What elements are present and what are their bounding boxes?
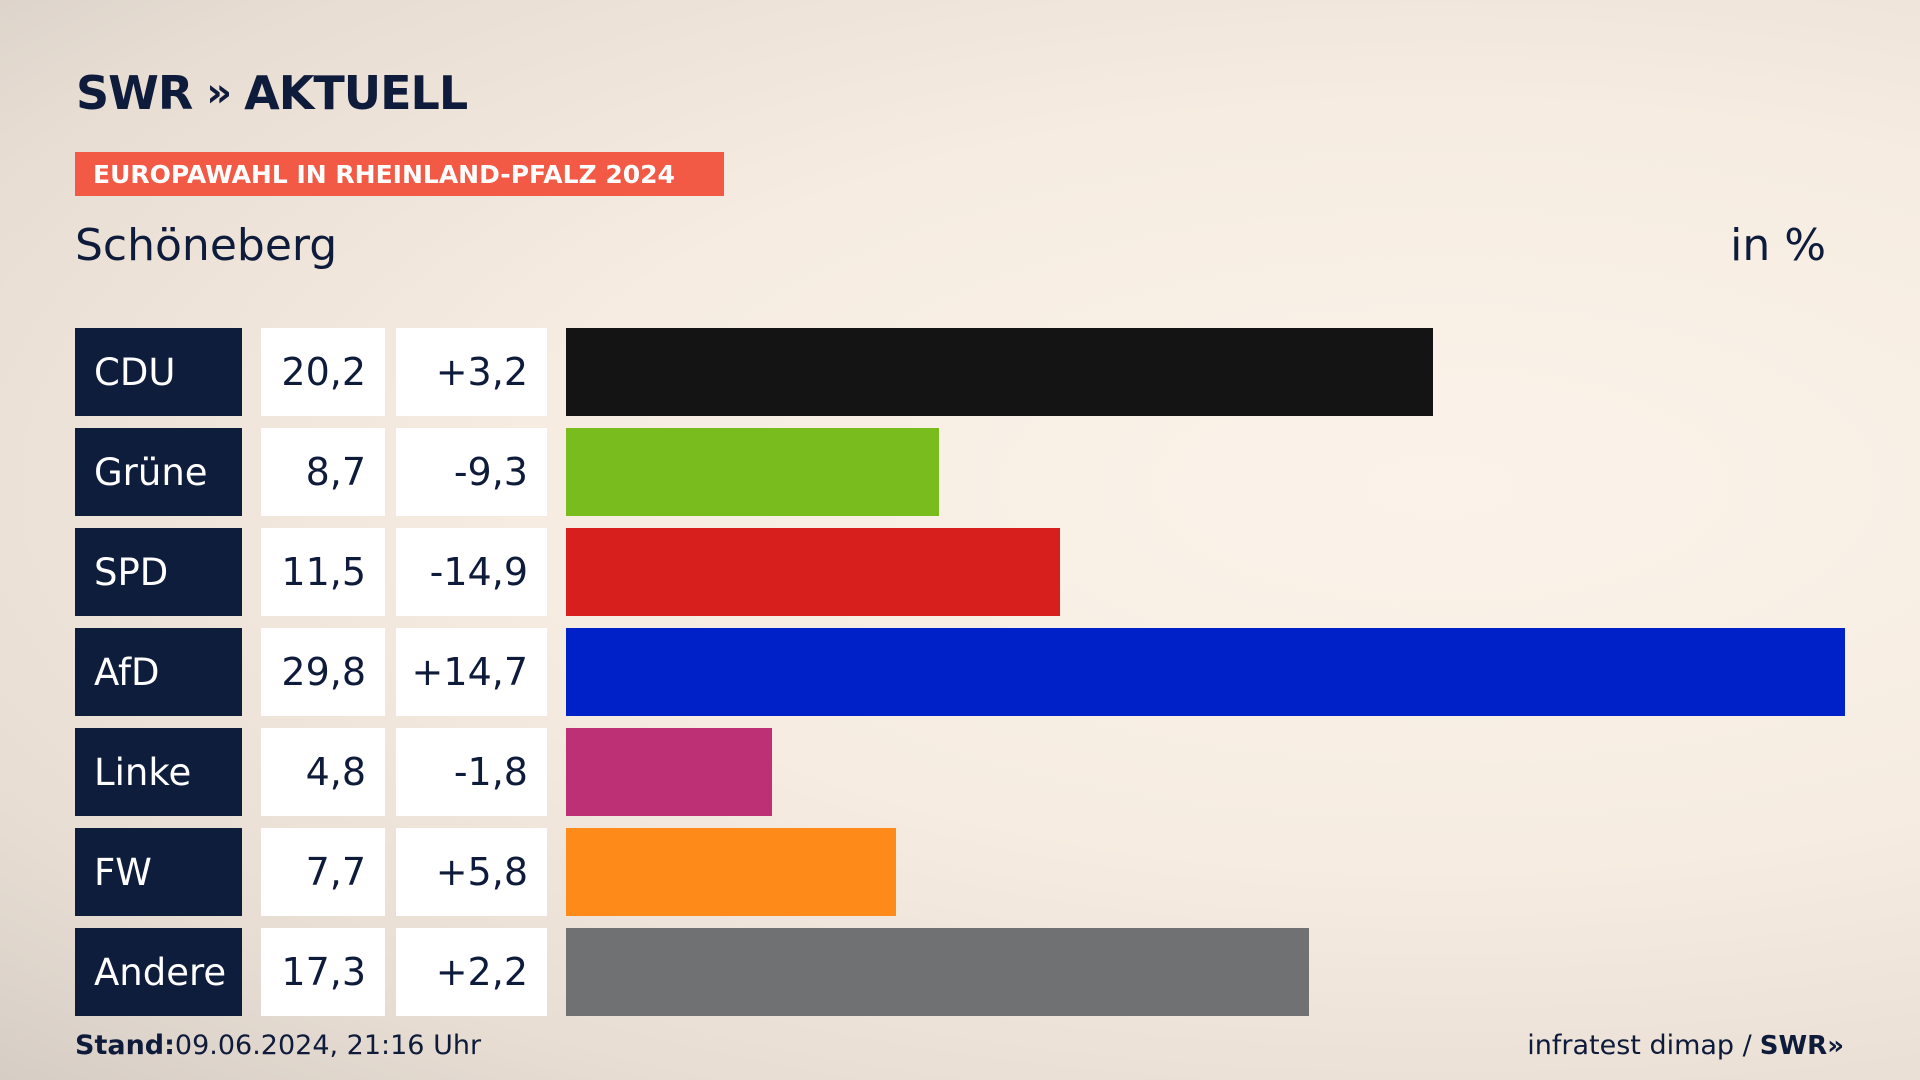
stand-value: 09.06.2024, 21:16 Uhr xyxy=(174,1030,482,1061)
source-credit: infratest dimap / SWR» xyxy=(1527,1030,1844,1061)
vote-share-label: 17,3 xyxy=(261,928,385,1016)
result-row: FW 7,7 +5,8 xyxy=(75,828,1845,916)
result-bar xyxy=(566,428,939,516)
result-bar xyxy=(566,628,1845,716)
source-text: infratest dimap / xyxy=(1527,1030,1752,1061)
change-label: +3,2 xyxy=(396,328,547,416)
vote-share-label: 7,7 xyxy=(261,828,385,916)
logo-chevrons: » xyxy=(206,70,232,116)
result-row: Grüne 8,7 -9,3 xyxy=(75,428,1845,516)
logo-name: AKTUELL xyxy=(244,66,468,120)
vote-share-label: 11,5 xyxy=(261,528,385,616)
banner-text: EUROPAWAHL IN RHEINLAND-PFALZ 2024 xyxy=(93,159,675,189)
unit-label: in % xyxy=(1730,220,1826,271)
party-label: Grüne xyxy=(75,428,242,516)
change-label: -14,9 xyxy=(396,528,547,616)
swr-aktuell-logo: SWR » AKTUELL xyxy=(76,66,468,120)
party-label: FW xyxy=(75,828,242,916)
vote-share-label: 20,2 xyxy=(261,328,385,416)
result-row: AfD 29,8 +14,7 xyxy=(75,628,1845,716)
party-label: SPD xyxy=(75,528,242,616)
vote-share-label: 8,7 xyxy=(261,428,385,516)
vote-share-label: 4,8 xyxy=(261,728,385,816)
result-row: CDU 20,2 +3,2 xyxy=(75,328,1845,416)
logo-brand: SWR xyxy=(76,66,193,120)
timestamp: Stand:09.06.2024, 21:16 Uhr xyxy=(75,1030,481,1061)
chart-title: Schöneberg xyxy=(75,220,338,271)
result-row: Andere 17,3 +2,2 xyxy=(75,928,1845,1016)
result-row: SPD 11,5 -14,9 xyxy=(75,528,1845,616)
party-label: Andere xyxy=(75,928,242,1016)
change-label: -9,3 xyxy=(396,428,547,516)
change-label: +5,8 xyxy=(396,828,547,916)
change-label: -1,8 xyxy=(396,728,547,816)
party-label: CDU xyxy=(75,328,242,416)
party-label: AfD xyxy=(75,628,242,716)
change-label: +14,7 xyxy=(396,628,547,716)
result-bar xyxy=(566,528,1060,616)
result-bar xyxy=(566,828,896,916)
stand-label: Stand: xyxy=(75,1030,175,1061)
result-row: Linke 4,8 -1,8 xyxy=(75,728,1845,816)
swr-source-logo: SWR» xyxy=(1759,1030,1844,1061)
result-bar xyxy=(566,928,1309,1016)
result-bar xyxy=(566,328,1433,416)
vote-share-label: 29,8 xyxy=(261,628,385,716)
change-label: +2,2 xyxy=(396,928,547,1016)
party-label: Linke xyxy=(75,728,242,816)
result-bar xyxy=(566,728,772,816)
election-banner: EUROPAWAHL IN RHEINLAND-PFALZ 2024 xyxy=(75,152,724,196)
